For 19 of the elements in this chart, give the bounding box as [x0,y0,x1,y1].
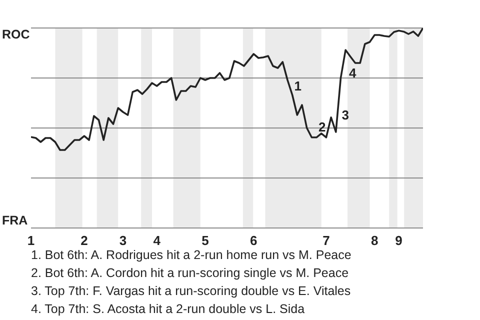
x-tick-label: 8 [370,233,378,248]
annotation: 2 [318,119,326,134]
x-tick-label: 1 [27,233,35,248]
text: ROC [2,27,30,42]
annotation: 3 [342,107,349,122]
annotation: 1 [294,78,302,94]
x-tick-label: 5 [202,233,209,248]
text: 4. Top 7th: S. Acosta hit a 2-run double vs L. Sida [31,301,306,318]
x-tick-label: 9 [395,233,402,248]
x-tick-label: 3 [119,233,127,248]
text: 1. Bot 6th: A. Rodrigues hit a 2-run home run vs M. Peace [31,247,352,264]
x-tick-label: 4 [153,233,162,248]
text: 3. Top 7th: F. Vargas hit a run-scoring double vs E. Vitales [31,283,352,300]
text: FRA [2,213,28,228]
x-tick-label: 7 [322,233,330,248]
x-tick-label: 6 [250,233,258,248]
text: 2. Bot 6th: A. Cordon hit a run-scoring single vs M. Peace [31,265,350,282]
x-tick-label: 2 [80,233,88,248]
annotation: 4 [348,65,357,80]
